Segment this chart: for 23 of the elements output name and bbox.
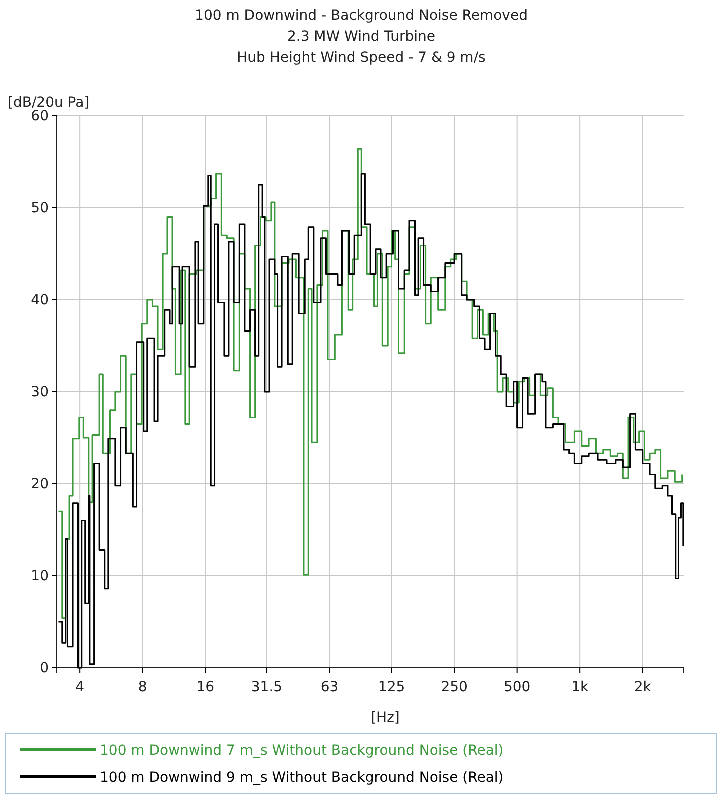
y-tick-label: 60 xyxy=(31,108,49,124)
x-tick-label: 8 xyxy=(138,679,148,696)
chart-title: 100 m Downwind - Background Noise Removed xyxy=(195,8,528,24)
x-tick-label: 16 xyxy=(196,679,215,696)
chart-subtitle: 2.3 MW Wind Turbine Hub Height Wind Speed - 7 & 9 m/s xyxy=(237,29,486,66)
y-axis-title: [dB/20u Pa] xyxy=(8,95,90,111)
x-tick-label: 500 xyxy=(504,679,531,696)
y-tick-label: 50 xyxy=(31,200,49,216)
x-tick-label: 125 xyxy=(378,679,406,696)
y-tick-label: 30 xyxy=(31,384,49,400)
x-tick-label: 63 xyxy=(320,679,339,696)
x-tick-label: 2k xyxy=(634,679,652,696)
x-tick-label: 250 xyxy=(441,679,468,696)
x-axis-title: [Hz] xyxy=(371,710,400,726)
text: 100 m Downwind 9 m_s Without Background Noise (Real) xyxy=(100,770,504,786)
x-tick-label: 4 xyxy=(76,679,85,696)
x-tick-label: 1k xyxy=(572,679,590,696)
y-tick-label: 10 xyxy=(31,568,49,584)
x-tick-label: 31.5 xyxy=(251,679,283,696)
y-tick-label: 20 xyxy=(31,476,49,492)
y-tick-label: 40 xyxy=(31,292,49,308)
y-tick-label: 0 xyxy=(40,660,49,676)
text: 100 m Downwind 7 m_s Without Background Noise (Real) xyxy=(100,743,504,759)
